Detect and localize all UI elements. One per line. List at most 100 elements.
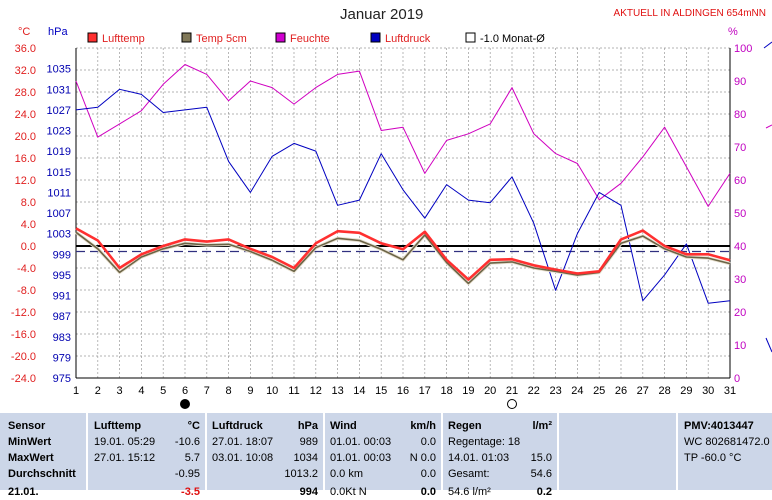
- day-tick-label: 14: [353, 385, 365, 397]
- day-tick-label: 24: [571, 385, 583, 397]
- pressure-tick-label: 995: [53, 270, 71, 282]
- day-tick-label: 29: [680, 385, 692, 397]
- edge-line-fragment: [765, 124, 772, 129]
- day-tick-label: 20: [484, 385, 496, 397]
- day-tick-label: 11: [288, 385, 299, 397]
- temp-tick-label: 0.0: [21, 241, 36, 253]
- humidity-tick-label: 80: [734, 109, 746, 121]
- day-tick-label: 31: [724, 385, 736, 397]
- regen-total-value: 54.6: [530, 468, 552, 480]
- humidity-tick-label: 60: [734, 175, 746, 187]
- edge-line-fragment: [765, 337, 772, 353]
- pressure-tick-label: 1031: [47, 84, 71, 96]
- pressure-tick-label: 999: [53, 249, 71, 261]
- pressure-tick-label: 975: [53, 373, 71, 385]
- temp-tick-label: 28.0: [15, 87, 36, 99]
- lufttemp-unit: °C: [187, 420, 200, 432]
- full-moon-icon: [507, 399, 517, 409]
- temp-tick-label: -12.0: [11, 307, 36, 319]
- regen-max-value: 15.0: [530, 452, 552, 464]
- day-tick-label: 19: [462, 385, 474, 397]
- humidity-unit-label: %: [728, 26, 738, 38]
- data-series: [74, 64, 731, 304]
- legend-label: Lufttemp: [102, 33, 145, 45]
- day-tick-label: 13: [331, 385, 343, 397]
- series-lufttemp-line: [75, 227, 731, 281]
- day-tick-label: 8: [226, 385, 232, 397]
- day-tick-label: 17: [419, 385, 431, 397]
- humidity-tick-label: 50: [734, 208, 746, 220]
- day-tick-label: 15: [375, 385, 387, 397]
- wind-row1-label: 01.01. 00:03: [330, 436, 392, 448]
- humidity-tick-label: 100: [734, 43, 752, 55]
- temp-axis-ticks: 36.0 32.0 28.0 24.0 20.0 16.0 12.0 8.0 4.0 0.0 -4.…: [11, 43, 36, 385]
- temp-tick-label: -16.0: [11, 329, 36, 341]
- luftdruck-avg: 1013.2: [284, 468, 318, 480]
- humidity-tick-label: 0: [734, 373, 740, 385]
- day-tick-label: 18: [440, 385, 452, 397]
- lufttemp-header: Lufttemp: [94, 420, 142, 432]
- pmv-header: PMV:4013447: [684, 420, 754, 432]
- pressure-tick-label: 1007: [47, 208, 71, 220]
- series-temp5cm-line: [75, 231, 731, 285]
- day-tick-label: 23: [549, 385, 561, 397]
- lufttemp-min-time: 19.01. 05:29: [94, 436, 156, 448]
- legend-label: Temp 5cm: [196, 33, 247, 45]
- regen-unit: l/m²: [532, 420, 552, 432]
- temp-tick-label: -20.0: [11, 351, 36, 363]
- day-tick-label: 26: [615, 385, 627, 397]
- pressure-tick-label: 1035: [47, 64, 71, 76]
- wind-row3-value: 0.0: [420, 468, 436, 480]
- edge-line-fragment: [763, 41, 772, 49]
- regen-row4-value: 0.2: [536, 486, 552, 498]
- right-edge-fragment: [763, 41, 772, 353]
- legend-swatch: [181, 32, 192, 43]
- temp-unit-label: °C: [18, 26, 31, 38]
- day-tick-label: 30: [702, 385, 714, 397]
- regen-row4-label: 54.6 l/m²: [448, 486, 491, 498]
- pressure-tick-label: 1023: [47, 126, 71, 138]
- day-axis-ticks: 1 2 3 4 5 6 7 8 9 10 11 12 13 14 15 16 17 18 19 20 21 22 23 24 2…: [73, 385, 736, 397]
- pressure-tick-label: 1015: [47, 167, 71, 179]
- wind-row2-label: 01.01. 00:03: [330, 452, 392, 464]
- luftdruck-header: Luftdruck: [212, 420, 263, 432]
- temp-tick-label: -24.0: [11, 373, 36, 385]
- luftdruck-last: 994: [299, 486, 318, 498]
- lufttemp-avg: -0.95: [174, 468, 200, 480]
- day-tick-label: 27: [637, 385, 649, 397]
- temp-tick-label: 32.0: [15, 65, 36, 77]
- pressure-tick-label: 991: [53, 291, 71, 303]
- legend-label: Feuchte: [290, 33, 330, 45]
- day-tick-label: 12: [310, 385, 322, 397]
- temp-tick-label: 16.0: [15, 153, 36, 165]
- legend-label: -1.0 Monat-Ø: [480, 33, 545, 45]
- temp-tick-label: 24.0: [15, 109, 36, 121]
- series-feuchte-line: [75, 64, 731, 207]
- wind-row2-value: N 0.0: [409, 452, 436, 464]
- wind-row4-label: 0.0Kt N: [330, 486, 367, 498]
- minwert-label: MinWert: [8, 436, 52, 448]
- day-tick-label: 16: [397, 385, 409, 397]
- pmv-dewpoint: TP -60.0 °C: [684, 452, 742, 464]
- day-tick-label: 1: [73, 385, 79, 397]
- legend-swatch: [370, 32, 381, 43]
- day-tick-label: 3: [117, 385, 123, 397]
- temp-tick-label: 4.0: [21, 219, 36, 231]
- day-tick-label: 5: [160, 385, 166, 397]
- pressure-tick-label: 987: [53, 311, 71, 323]
- day-tick-label: 9: [247, 385, 253, 397]
- humidity-tick-label: 40: [734, 241, 746, 253]
- day-tick-label: 25: [593, 385, 605, 397]
- pressure-unit-label: hPa: [48, 26, 68, 38]
- regen-header: Regen: [448, 420, 482, 432]
- luftdruck-max-time: 03.01. 10:08: [212, 452, 274, 464]
- legend-swatch: [275, 32, 286, 43]
- maxwert-label: MaxWert: [8, 452, 54, 464]
- pressure-tick-label: 983: [53, 332, 71, 344]
- stats-panel: Sensor MinWert MaxWert Durchschnitt 21.0…: [0, 413, 772, 498]
- humidity-tick-label: 90: [734, 76, 746, 88]
- moon-markers: [180, 399, 517, 409]
- wind-row4-value: 0.0: [420, 486, 436, 498]
- temp-tick-label: 12.0: [15, 175, 36, 187]
